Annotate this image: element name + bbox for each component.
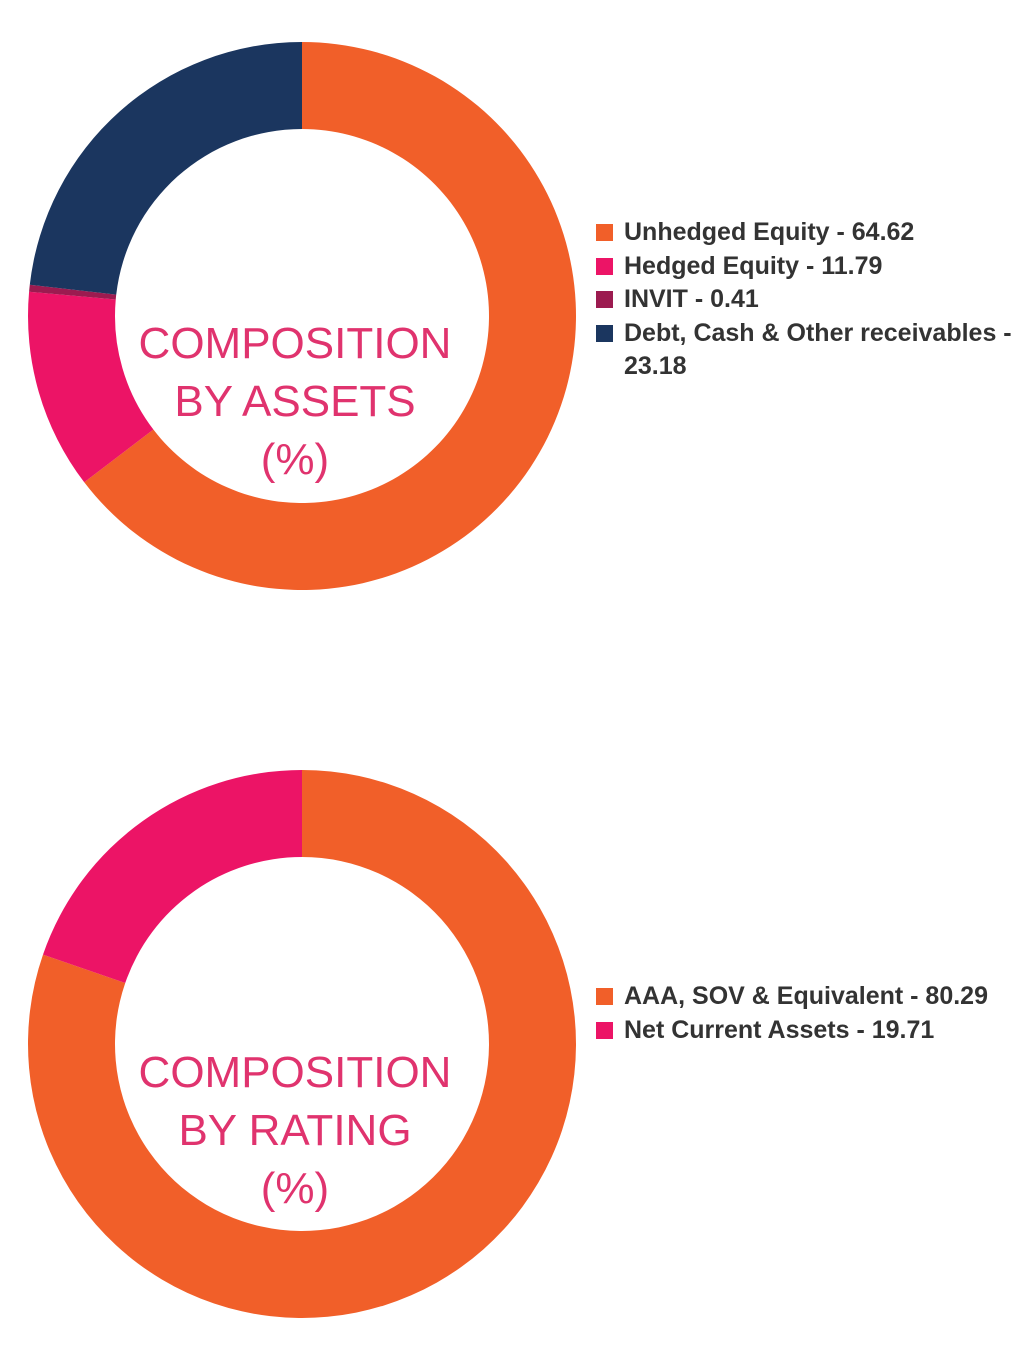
legend-swatch [596, 988, 613, 1005]
donut-slice [27, 291, 154, 483]
rating-donut [27, 770, 577, 1318]
asset-legend: Unhedged Equity - 64.62 Hedged Equity - … [596, 216, 1026, 384]
donut-slice [27, 770, 577, 1318]
rating-title-line-2: BY RATING [178, 1106, 412, 1155]
legend-item: AAA, SOV & Equivalent - 80.29 [596, 980, 1026, 1014]
asset-composition-chart: COMPOSITION BY ASSETS (%) Unhedged Equit… [0, 0, 1034, 640]
rating-title-line-3: (%) [260, 1164, 330, 1213]
donut-slice [42, 770, 302, 983]
rating-title-line-1: COMPOSITION [138, 1048, 452, 1097]
legend-item: Net Current Assets - 19.71 [596, 1014, 1026, 1048]
asset-donut [27, 42, 577, 591]
legend-label: AAA, SOV & Equivalent - 80.29 [624, 982, 988, 1010]
legend-label: Debt, Cash & Other receivables - 23.18 [624, 318, 1012, 381]
legend-label: Net Current Assets - 19.71 [624, 1015, 935, 1044]
legend-swatch [596, 324, 613, 342]
donut-slice [84, 42, 577, 591]
asset-title-line-2: BY ASSETS [174, 377, 416, 426]
asset-chart-title: COMPOSITION BY ASSETS (%) [120, 315, 470, 489]
legend-swatch [596, 1021, 613, 1039]
asset-title-line-1: COMPOSITION [138, 319, 452, 368]
legend-item: INVIT - 0.41 [596, 283, 1026, 317]
rating-composition-chart: COMPOSITION BY RATING (%) AAA, SOV & Equ… [0, 730, 1034, 1350]
legend-swatch [596, 224, 613, 241]
asset-title-line-3: (%) [260, 435, 330, 484]
legend-item: Debt, Cash & Other receivables - 23.18 [596, 317, 1026, 384]
legend-label: INVIT - 0.41 [624, 285, 759, 313]
donut-slice [29, 284, 117, 300]
legend-label: Unhedged Equity - 64.62 [624, 218, 915, 246]
legend-label: Hedged Equity - 11.79 [624, 251, 883, 280]
donut-slice [29, 42, 302, 295]
rating-chart-title: COMPOSITION BY RATING (%) [120, 1044, 470, 1218]
legend-item: Hedged Equity - 11.79 [596, 250, 1026, 284]
legend-item: Unhedged Equity - 64.62 [596, 216, 1026, 250]
rating-legend: AAA, SOV & Equivalent - 80.29 Net Curren… [596, 980, 1026, 1047]
legend-swatch [596, 291, 613, 308]
legend-swatch [596, 257, 613, 275]
